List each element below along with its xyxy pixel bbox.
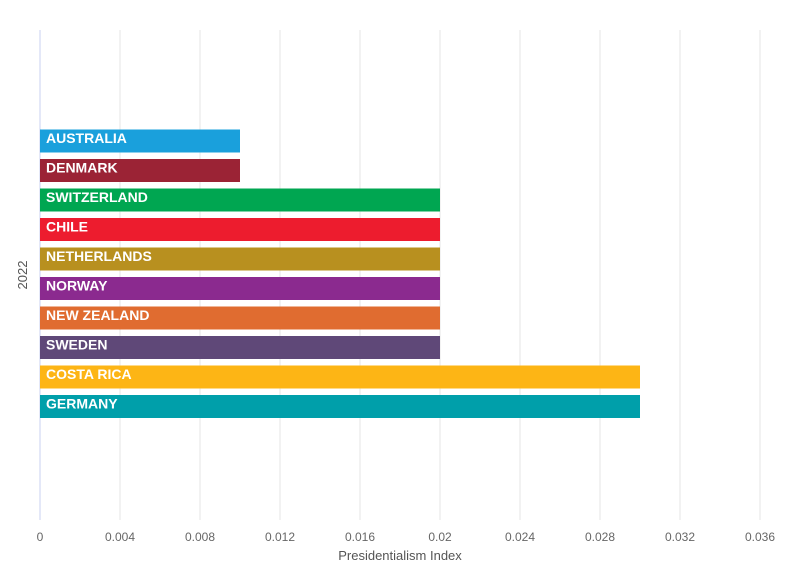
bar-sweden[interactable] <box>40 336 440 359</box>
x-tick-label: 0.036 <box>745 530 775 544</box>
x-tick-label: 0.008 <box>185 530 215 544</box>
grid-lines <box>39 30 761 520</box>
x-tick-label: 0.012 <box>265 530 295 544</box>
bar-label: SWEDEN <box>46 337 107 353</box>
bar-label: COSTA RICA <box>46 366 132 382</box>
bar-label: AUSTRALIA <box>46 130 127 146</box>
y-axis-title: 2022 <box>15 261 30 290</box>
bar-australia[interactable] <box>40 129 240 153</box>
bars: AUSTRALIA DENMARK SWITZERLAND CHILE NETHERLA… <box>40 129 640 418</box>
bar-label: NEW ZEALAND <box>46 307 149 323</box>
x-tick-label: 0.016 <box>345 530 375 544</box>
bar-label: SWITZERLAND <box>46 189 148 205</box>
bar-costa-rica[interactable] <box>40 365 640 389</box>
x-tick-label: 0.028 <box>585 530 615 544</box>
bar-label: NORWAY <box>46 278 108 294</box>
bar-chile[interactable] <box>40 218 440 241</box>
bar-denmark[interactable] <box>40 159 240 182</box>
bar-label: DENMARK <box>46 160 118 176</box>
x-axis-title: Presidentialism Index <box>338 548 462 563</box>
x-tick-label: 0.024 <box>505 530 535 544</box>
x-tick-label: 0.032 <box>665 530 695 544</box>
x-tick-label: 0.02 <box>428 530 452 544</box>
bar-netherlands[interactable] <box>40 247 440 271</box>
x-tick-label: 0 <box>37 530 44 544</box>
bar-label: NETHERLANDS <box>46 248 152 264</box>
bar-new-zealand[interactable] <box>40 306 440 330</box>
bar-switzerland[interactable] <box>40 188 440 212</box>
bar-label: CHILE <box>46 219 88 235</box>
bar-norway[interactable] <box>40 277 440 300</box>
bar-label: GERMANY <box>46 396 118 412</box>
x-tick-labels: 0 0.004 0.008 0.012 0.016 0.02 0.024 0.028 0.032… <box>37 530 776 544</box>
bar-germany[interactable] <box>40 395 640 418</box>
x-tick-label: 0.004 <box>105 530 135 544</box>
